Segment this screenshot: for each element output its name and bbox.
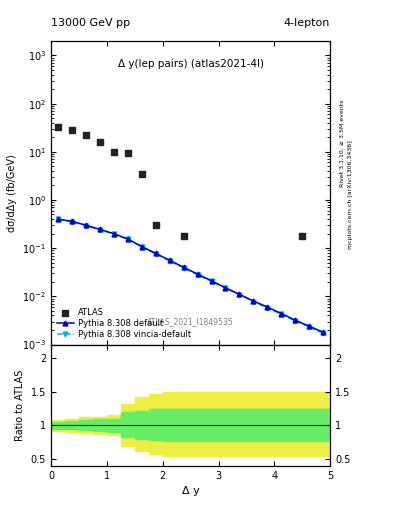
Pythia 8.308 default — [223, 285, 228, 291]
Pythia 8.308 default — [195, 271, 200, 277]
Pythia 8.308 default — [251, 298, 256, 304]
Pythia 8.308 default — [237, 291, 242, 297]
Pythia 8.308 vincia-default — [251, 298, 256, 305]
X-axis label: Δ y: Δ y — [182, 486, 200, 496]
Pythia 8.308 vincia-default — [209, 278, 214, 284]
Text: Δ y(lep pairs) (atlas2021-4l): Δ y(lep pairs) (atlas2021-4l) — [118, 59, 264, 69]
Pythia 8.308 vincia-default — [112, 231, 116, 237]
ATLAS — [111, 148, 117, 156]
ATLAS — [180, 232, 187, 240]
Legend: ATLAS, Pythia 8.308 default, Pythia 8.308 vincia-default: ATLAS, Pythia 8.308 default, Pythia 8.30… — [55, 307, 193, 340]
Pythia 8.308 vincia-default — [321, 330, 325, 336]
Line: Pythia 8.308 vincia-default: Pythia 8.308 vincia-default — [56, 217, 325, 336]
Pythia 8.308 default — [307, 323, 312, 329]
ATLAS — [97, 138, 103, 146]
Pythia 8.308 vincia-default — [181, 265, 186, 271]
Pythia 8.308 vincia-default — [265, 305, 270, 311]
Pythia 8.308 default — [56, 216, 61, 222]
ATLAS — [139, 169, 145, 178]
Pythia 8.308 vincia-default — [293, 318, 298, 324]
ATLAS — [69, 126, 75, 134]
Pythia 8.308 vincia-default — [279, 311, 284, 317]
Pythia 8.308 default — [153, 250, 158, 257]
Pythia 8.308 default — [140, 244, 144, 250]
Pythia 8.308 default — [97, 226, 102, 232]
Pythia 8.308 default — [167, 257, 172, 263]
Y-axis label: Ratio to ATLAS: Ratio to ATLAS — [15, 370, 25, 441]
ATLAS — [83, 131, 89, 139]
Pythia 8.308 vincia-default — [84, 222, 88, 228]
Pythia 8.308 default — [181, 264, 186, 270]
ATLAS — [125, 149, 131, 157]
Pythia 8.308 default — [279, 310, 284, 316]
Text: 13000 GeV pp: 13000 GeV pp — [51, 18, 130, 28]
Pythia 8.308 vincia-default — [140, 244, 144, 250]
Text: mcplots.cern.ch [arXiv:1306.3436]: mcplots.cern.ch [arXiv:1306.3436] — [348, 140, 353, 249]
Line: Pythia 8.308 default: Pythia 8.308 default — [56, 217, 325, 335]
Pythia 8.308 vincia-default — [97, 227, 102, 233]
Text: 4-lepton: 4-lepton — [284, 18, 330, 28]
Pythia 8.308 default — [70, 218, 74, 224]
Pythia 8.308 default — [125, 236, 130, 242]
Pythia 8.308 default — [321, 329, 325, 335]
Text: ATLAS_2021_I1849535: ATLAS_2021_I1849535 — [147, 317, 234, 326]
Text: Rivet 3.1.10, ≥ 3.5M events: Rivet 3.1.10, ≥ 3.5M events — [340, 100, 345, 187]
Pythia 8.308 vincia-default — [125, 237, 130, 243]
Pythia 8.308 vincia-default — [153, 251, 158, 257]
Pythia 8.308 vincia-default — [237, 292, 242, 298]
Pythia 8.308 default — [293, 317, 298, 323]
Pythia 8.308 vincia-default — [307, 324, 312, 330]
Pythia 8.308 default — [112, 230, 116, 237]
Pythia 8.308 vincia-default — [195, 272, 200, 278]
Pythia 8.308 vincia-default — [167, 258, 172, 264]
Pythia 8.308 default — [84, 222, 88, 228]
ATLAS — [152, 221, 159, 229]
Pythia 8.308 vincia-default — [56, 217, 61, 223]
Pythia 8.308 default — [209, 278, 214, 284]
ATLAS — [55, 123, 61, 132]
Pythia 8.308 default — [265, 304, 270, 310]
ATLAS — [299, 232, 305, 240]
Pythia 8.308 vincia-default — [223, 285, 228, 291]
Pythia 8.308 vincia-default — [70, 219, 74, 225]
Y-axis label: dσ/dΔy (fb/GeV): dσ/dΔy (fb/GeV) — [7, 154, 17, 231]
